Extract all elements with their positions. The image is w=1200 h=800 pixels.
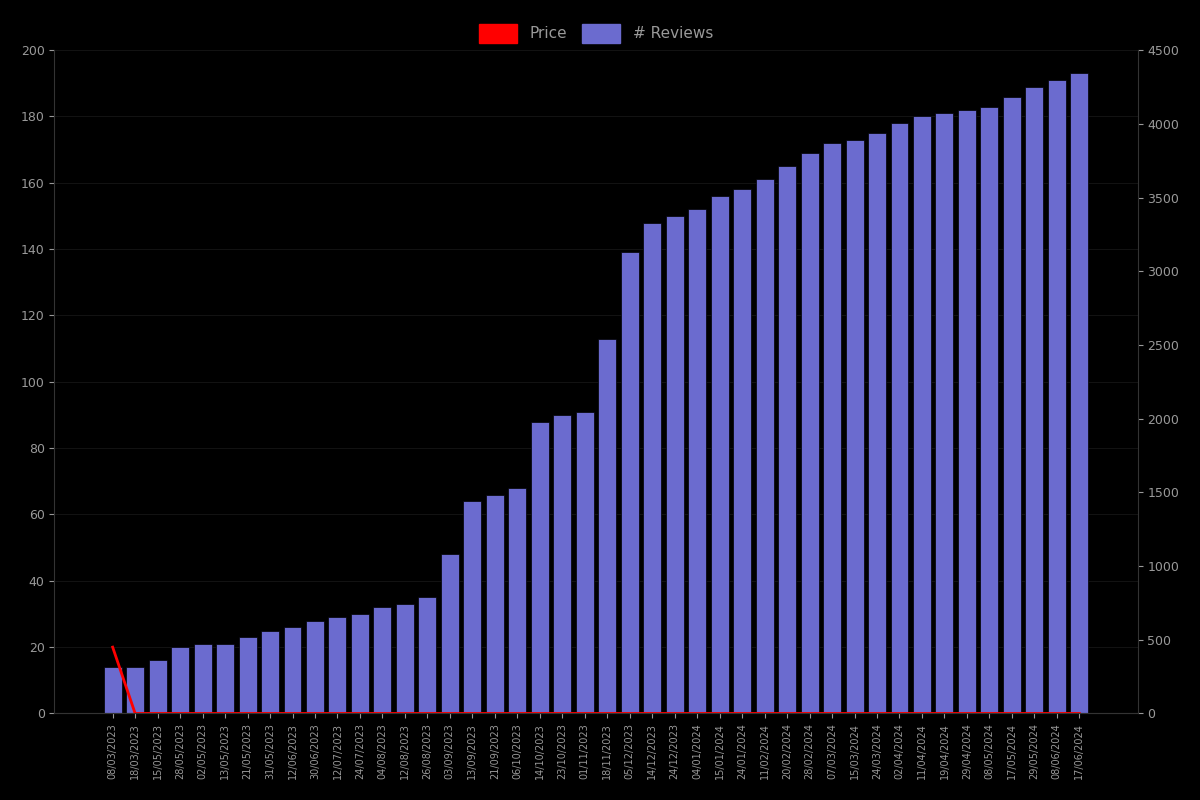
Bar <box>1048 80 1066 714</box>
Bar <box>800 153 818 714</box>
Bar <box>306 621 324 714</box>
Bar <box>149 660 167 714</box>
Bar <box>620 253 638 714</box>
Bar <box>1003 97 1021 714</box>
Bar <box>216 644 234 714</box>
Bar <box>890 123 908 714</box>
Bar <box>846 140 864 714</box>
Bar <box>193 644 211 714</box>
Bar <box>126 667 144 714</box>
Bar <box>688 210 706 714</box>
Bar <box>936 113 954 714</box>
Bar <box>666 216 684 714</box>
Legend: Price, # Reviews: Price, # Reviews <box>473 18 719 49</box>
Bar <box>262 630 280 714</box>
Bar <box>530 422 548 714</box>
Bar <box>913 117 931 714</box>
Bar <box>103 667 121 714</box>
Bar <box>419 598 437 714</box>
Bar <box>172 647 190 714</box>
Bar <box>440 554 458 714</box>
Bar <box>756 179 774 714</box>
Bar <box>643 222 661 714</box>
Bar <box>239 637 257 714</box>
Bar <box>553 415 571 714</box>
Bar <box>980 106 998 714</box>
Bar <box>1025 86 1043 714</box>
Bar <box>329 618 347 714</box>
Bar <box>396 604 414 714</box>
Bar <box>283 627 301 714</box>
Bar <box>733 190 751 714</box>
Bar <box>599 338 617 714</box>
Bar <box>778 166 796 714</box>
Bar <box>823 143 841 714</box>
Bar <box>576 412 594 714</box>
Bar <box>463 501 481 714</box>
Bar <box>509 488 527 714</box>
Bar <box>868 133 886 714</box>
Bar <box>350 614 368 714</box>
Bar <box>710 196 728 714</box>
Bar <box>1070 74 1088 714</box>
Bar <box>373 607 391 714</box>
Bar <box>958 110 976 714</box>
Bar <box>486 494 504 714</box>
